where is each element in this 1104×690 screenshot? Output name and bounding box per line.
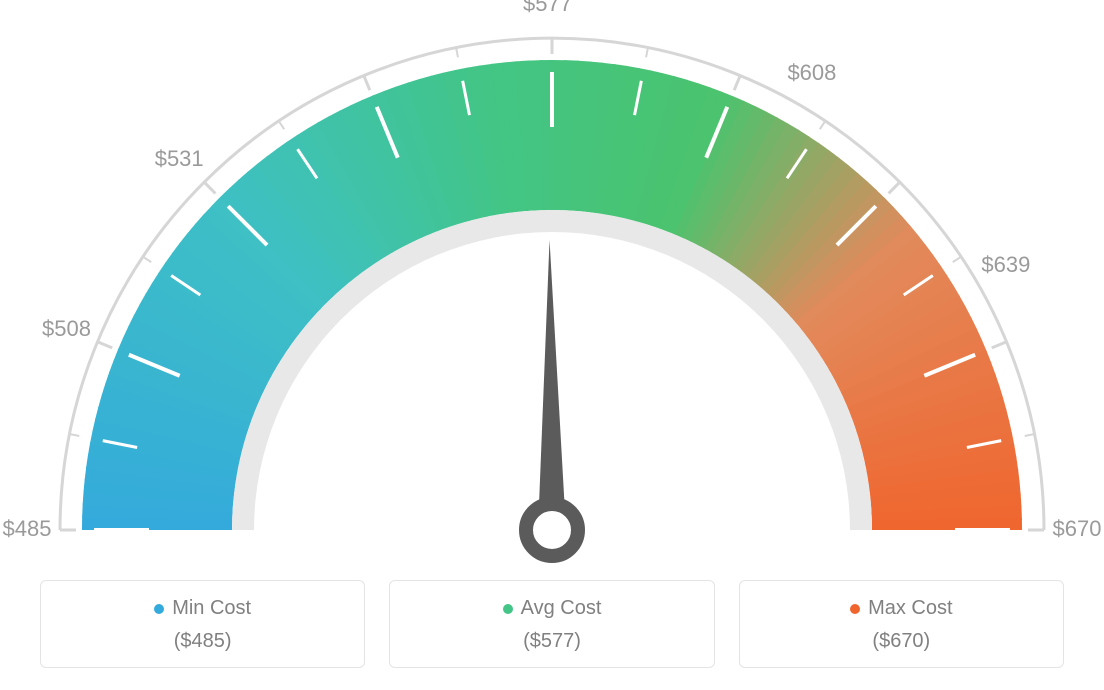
- legend-min-label: Min Cost: [172, 597, 251, 620]
- legend-max: Max Cost ($670): [739, 580, 1064, 668]
- gauge-svg: [0, 0, 1104, 570]
- legend-avg-value: ($577): [400, 630, 703, 653]
- tick-label: $577: [513, 0, 583, 17]
- legend-max-value: ($670): [750, 630, 1053, 653]
- legend-max-label: Max Cost: [868, 597, 952, 620]
- tick-label: $608: [777, 60, 847, 86]
- tick-label: $508: [32, 316, 102, 342]
- tick-label: $485: [0, 516, 62, 542]
- tick-label: $531: [144, 146, 214, 172]
- dot-min: [154, 604, 164, 614]
- gauge-area: $485 $508 $531 $577 $608 $639 $670: [0, 0, 1104, 570]
- tick-label: $639: [971, 252, 1041, 278]
- cost-gauge-chart: $485 $508 $531 $577 $608 $639 $670 Min Cost ($…: [0, 0, 1104, 690]
- legend-avg-label: Avg Cost: [521, 597, 602, 620]
- dot-avg: [503, 604, 513, 614]
- legend-min: Min Cost ($485): [40, 580, 365, 668]
- dot-max: [850, 604, 860, 614]
- legend-min-value: ($485): [51, 630, 354, 653]
- legend-avg: Avg Cost ($577): [389, 580, 714, 668]
- legend: Min Cost ($485) Avg Cost ($577) Max Cost…: [40, 580, 1064, 668]
- tick-label: $670: [1042, 516, 1104, 542]
